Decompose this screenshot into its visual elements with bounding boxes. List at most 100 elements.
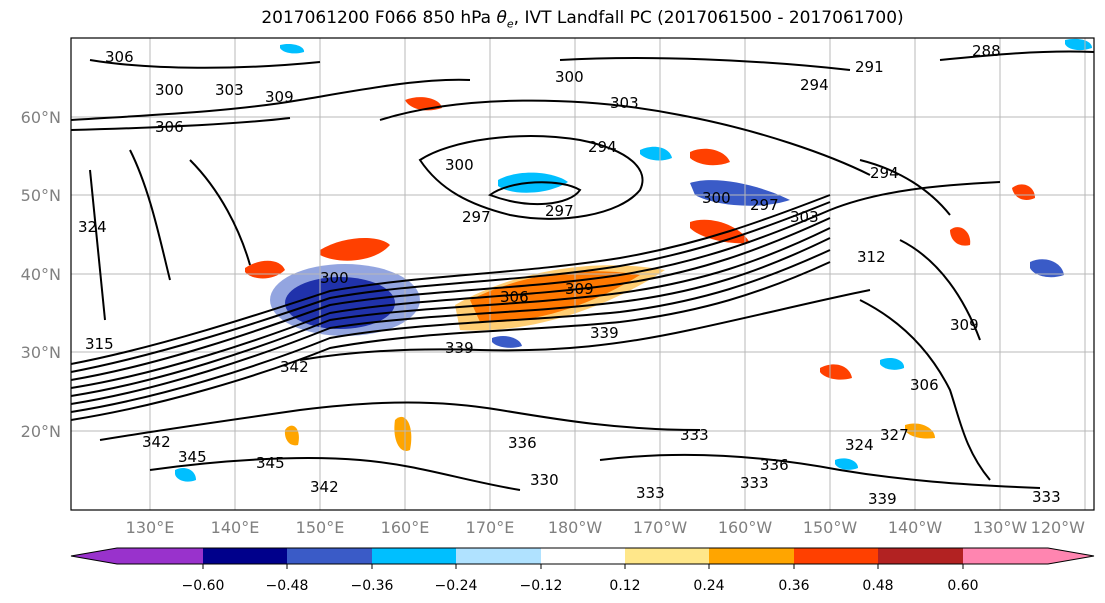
contour-label: 312 xyxy=(857,248,886,266)
shade-blob xyxy=(320,238,390,261)
map-frame xyxy=(70,37,1095,511)
contour-label: 324 xyxy=(845,436,874,454)
colorbar-tick-label: 0.48 xyxy=(862,578,893,594)
title-symbol: θ xyxy=(496,8,507,28)
title-suffix: , IVT Landfall PC (2017061500 - 20170617… xyxy=(513,8,904,28)
colorbar-segment xyxy=(287,548,372,564)
colorbar-tick-label: 0.24 xyxy=(693,578,724,594)
colorbar-tick-label: 0.60 xyxy=(947,578,978,594)
lat-label: 50°N xyxy=(21,186,61,205)
colorbar: −0.60 −0.48 −0.36 −0.24 −0.12 0.12 0.24 … xyxy=(70,547,1095,594)
colorbar-segment xyxy=(372,548,456,564)
shade-blob xyxy=(835,458,858,470)
contour-label: 300 xyxy=(702,189,731,207)
contour-label: 345 xyxy=(256,454,285,472)
contour-labels: 306 300 303 309 306 324 315 342 345 345 … xyxy=(78,42,1061,508)
contour-label: 306 xyxy=(155,118,184,136)
colorbar-segment xyxy=(625,548,709,564)
shade-blob xyxy=(690,180,790,206)
shade-blob xyxy=(640,146,672,161)
lat-label: 60°N xyxy=(21,108,61,127)
shade-blob xyxy=(1030,259,1064,278)
lon-label: 150°E xyxy=(296,518,345,537)
lon-label: 160°E xyxy=(381,518,430,537)
lon-label: 150°W xyxy=(803,518,858,537)
shade-blob xyxy=(820,364,852,380)
colorbar-segment xyxy=(963,548,1048,564)
map-content: 306 300 303 309 306 324 315 342 345 345 … xyxy=(71,38,1094,510)
contour-label: 303 xyxy=(790,208,819,226)
contour-label: 291 xyxy=(855,58,884,76)
contour-label: 339 xyxy=(445,339,474,357)
shade-blob xyxy=(1012,184,1035,200)
colorbar-segment xyxy=(203,548,287,564)
colorbar-ticks xyxy=(202,564,964,569)
latitude-axis: 60°N 50°N 40°N 30°N 20°N xyxy=(21,108,61,441)
contour-label: 324 xyxy=(78,218,107,236)
title-subscript: e xyxy=(506,17,514,31)
colorbar-extend-left xyxy=(71,548,117,564)
lon-label: 130°W xyxy=(973,518,1028,537)
colorbar-tick-label: −0.12 xyxy=(520,578,563,594)
longitude-axis: 130°E 140°E 150°E 160°E 170°E 180°W 170°… xyxy=(126,518,1086,537)
contour-label: 306 xyxy=(500,288,529,306)
shade-blob xyxy=(394,416,412,451)
contour-label: 294 xyxy=(800,76,829,94)
contour-label: 345 xyxy=(178,448,207,466)
contour-label: 336 xyxy=(508,434,537,452)
colorbar-tick-label: 0.36 xyxy=(778,578,809,594)
contour-label: 303 xyxy=(610,94,639,112)
colorbar-extend-right xyxy=(1048,548,1094,564)
contour-label: 309 xyxy=(265,88,294,106)
contour-label: 294 xyxy=(870,164,899,182)
graticule xyxy=(71,38,1094,510)
contour-label: 300 xyxy=(155,81,184,99)
contour-label: 306 xyxy=(910,376,939,394)
lat-label: 40°N xyxy=(21,265,61,284)
shade-blob xyxy=(950,227,971,246)
contour-label: 327 xyxy=(880,426,909,444)
colorbar-tick-label: −0.36 xyxy=(351,578,394,594)
colorbar-segment xyxy=(878,548,963,564)
colorbar-tick-label: 0.12 xyxy=(609,578,640,594)
contour-label: 330 xyxy=(530,471,559,489)
shade-blob xyxy=(175,468,196,482)
lon-label: 140°E xyxy=(211,518,260,537)
contour-label: 333 xyxy=(740,474,769,492)
contour-label: 297 xyxy=(545,202,574,220)
contour-label: 339 xyxy=(590,324,619,342)
shade-blob xyxy=(880,357,905,370)
lon-label: 160°W xyxy=(718,518,773,537)
map-panel: 306 300 303 309 306 324 315 342 345 345 … xyxy=(70,37,1095,511)
lon-label: 170°W xyxy=(633,518,688,537)
colorbar-tick-label: −0.48 xyxy=(266,578,309,594)
lon-label: 130°E xyxy=(126,518,175,537)
contour-label: 309 xyxy=(565,280,594,298)
colorbar-tick-label: −0.24 xyxy=(435,578,478,594)
contour-label: 342 xyxy=(142,433,171,451)
contour-label: 294 xyxy=(588,138,617,156)
title-prefix: 2017061200 F066 850 hPa xyxy=(261,8,497,28)
colorbar-segments xyxy=(117,548,1048,564)
colorbar-tick-label: −0.60 xyxy=(182,578,225,594)
contour-label: 339 xyxy=(868,490,897,508)
shade-blob xyxy=(270,264,420,336)
contour-label: 333 xyxy=(1032,488,1061,506)
contour-label: 300 xyxy=(320,269,349,287)
contour-lines xyxy=(71,50,1094,491)
colorbar-segment xyxy=(709,548,794,564)
colorbar-segment xyxy=(456,548,541,564)
lon-label: 180°W xyxy=(548,518,603,537)
lat-label: 30°N xyxy=(21,343,61,362)
colorbar-outline xyxy=(70,547,1095,565)
shade-blob xyxy=(690,148,730,166)
shade-blob xyxy=(455,265,665,331)
contour-label: 303 xyxy=(215,81,244,99)
contour-label: 315 xyxy=(85,335,114,353)
contour-label: 342 xyxy=(310,478,339,496)
contour-label: 300 xyxy=(555,68,584,86)
shade-blob xyxy=(492,335,522,348)
contour-label: 297 xyxy=(750,196,779,214)
lon-label: 120°W xyxy=(1031,518,1086,537)
